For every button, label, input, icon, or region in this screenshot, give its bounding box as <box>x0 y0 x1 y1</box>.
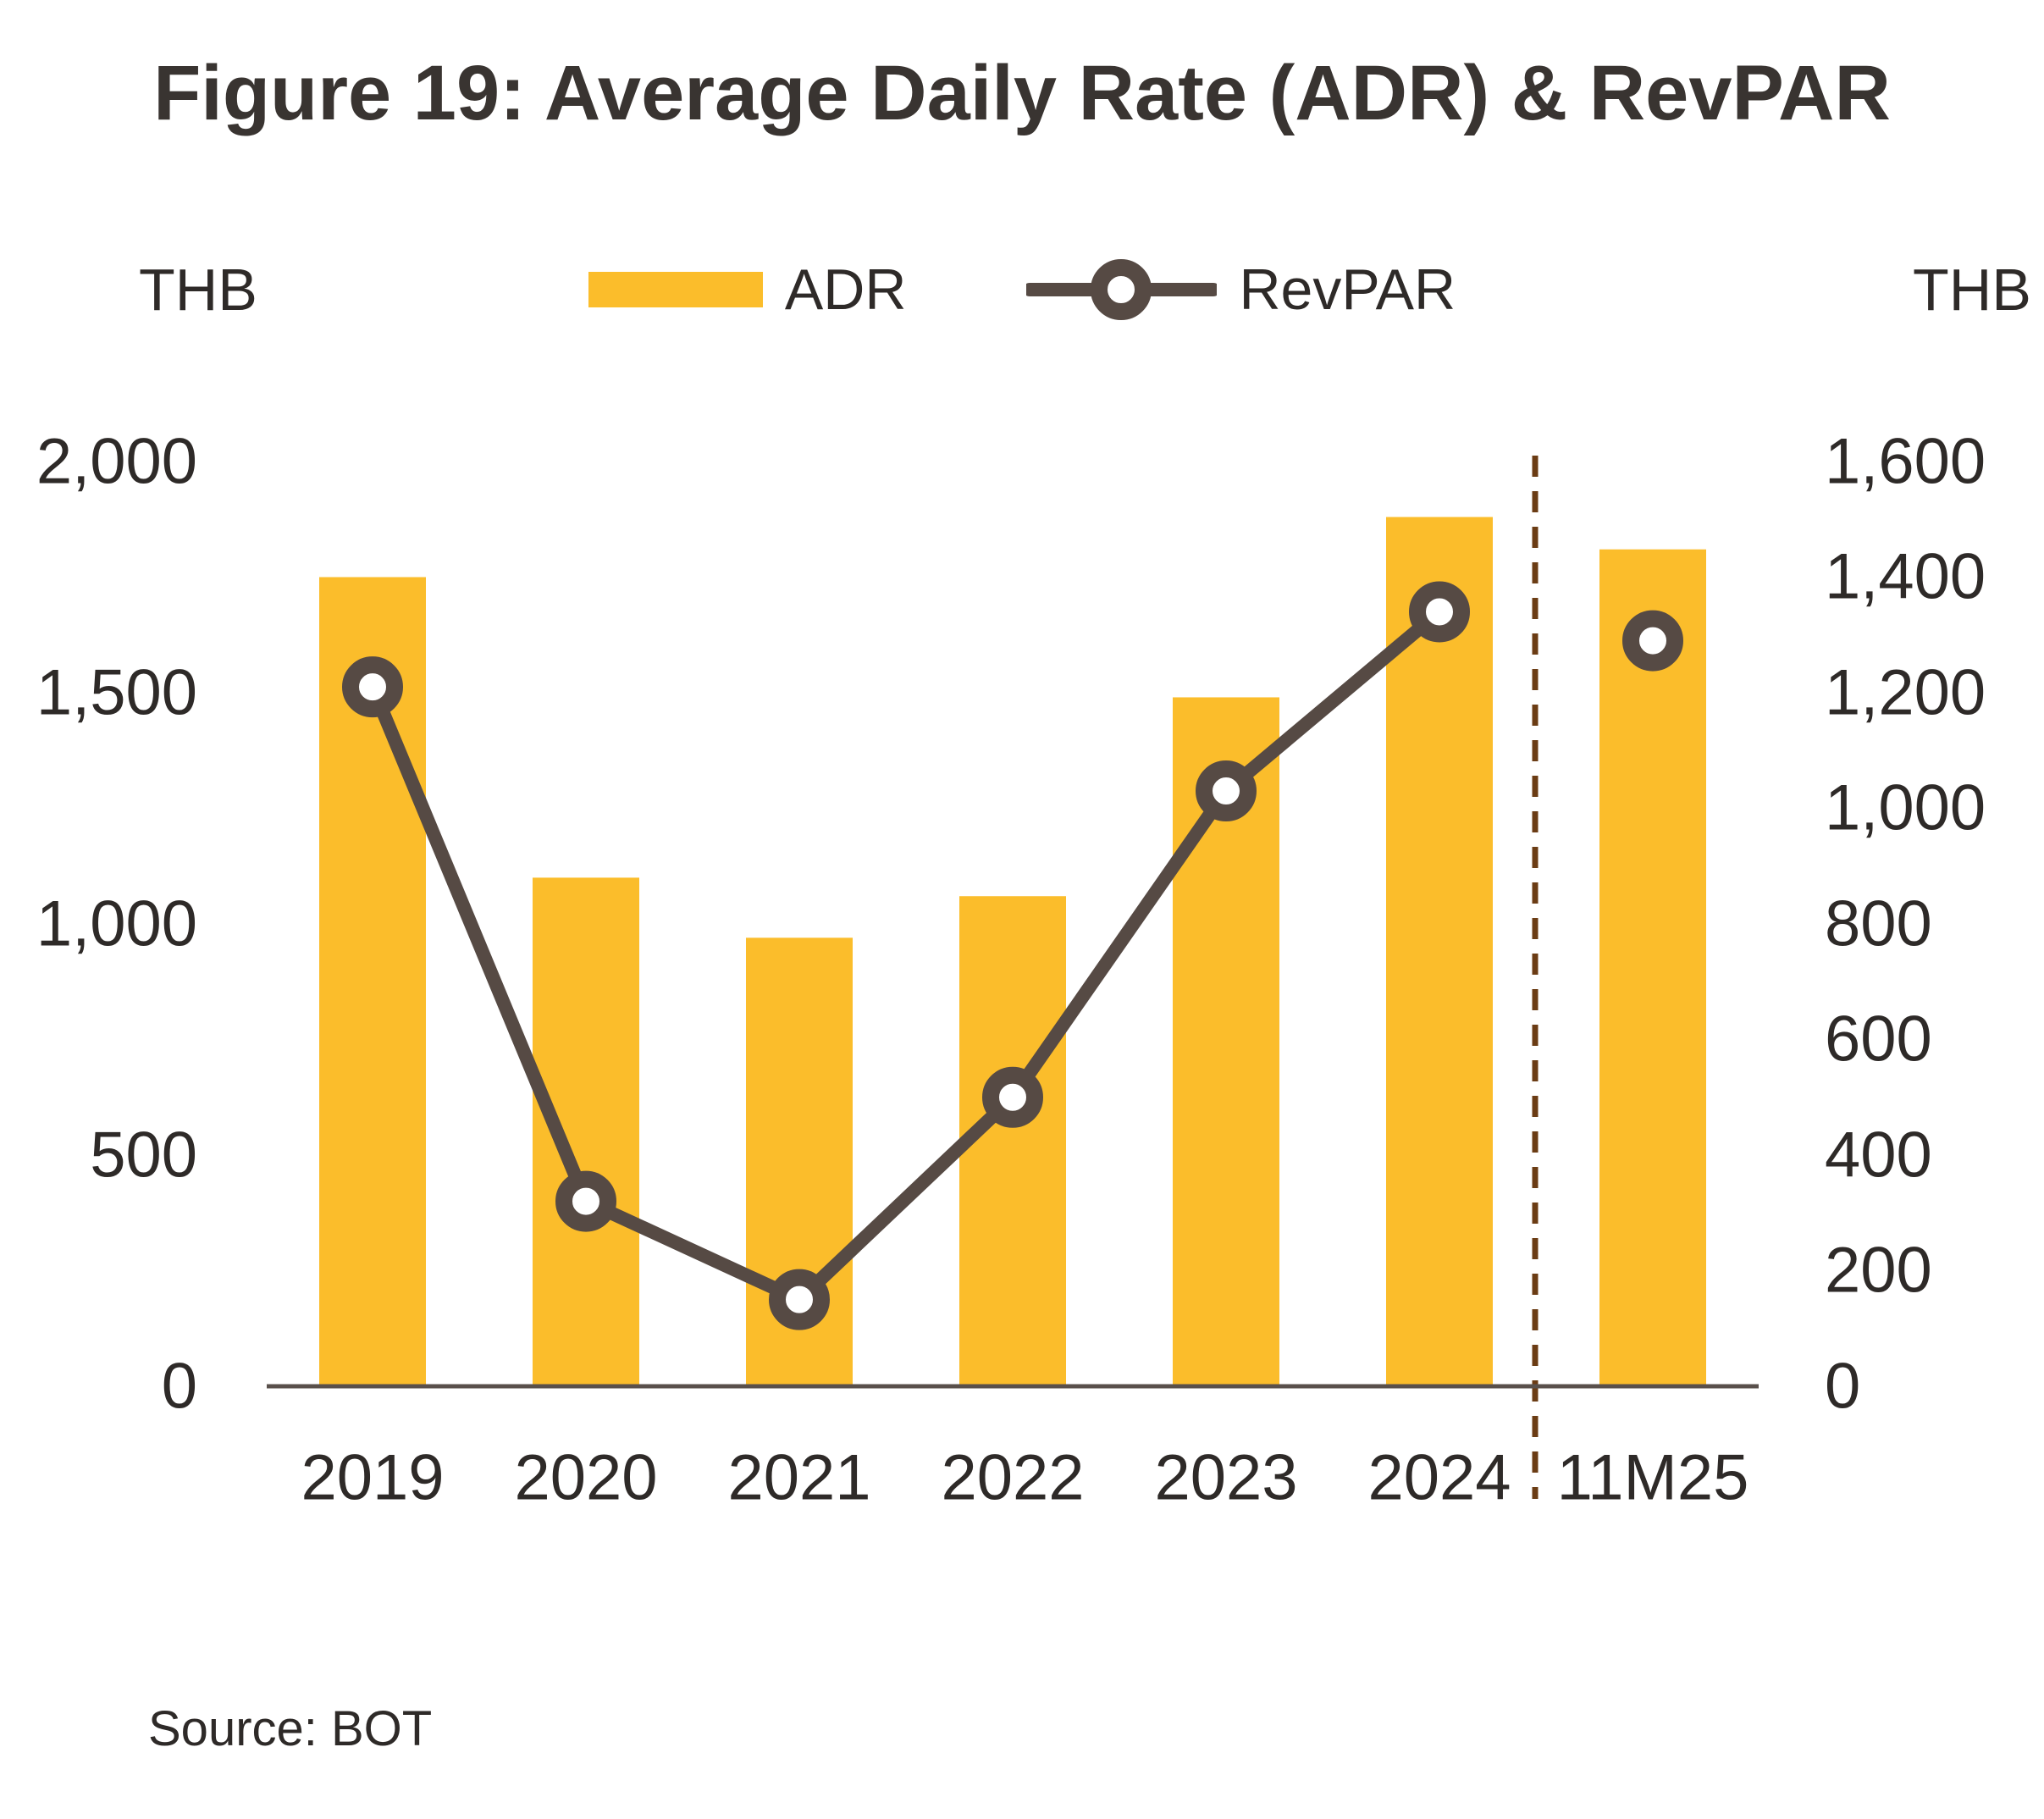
adr-legend-label: ADR <box>784 257 907 322</box>
revpar-marker-2019 <box>342 656 403 718</box>
adr-bar-2022 <box>959 896 1066 1386</box>
source-note: Source: BOT <box>148 1701 433 1756</box>
left-axis-tick: 2,000 <box>36 426 197 498</box>
x-axis-label: 2019 <box>301 1442 444 1514</box>
x-axis-label: 11M25 <box>1557 1442 1749 1514</box>
revpar-marker-11M25 <box>1622 610 1683 672</box>
revpar-markers-layer <box>342 581 1683 1330</box>
page-title: Figure 19: Average Daily Rate (ADR) & Re… <box>153 50 1891 136</box>
revpar-marker-2022 <box>982 1066 1043 1128</box>
right-axis-tick: 400 <box>1825 1120 1932 1191</box>
left-axis-tick: 500 <box>90 1120 197 1191</box>
x-axis-label: 2024 <box>1367 1442 1511 1514</box>
right-axis-tick: 1,000 <box>1825 772 1986 844</box>
right-axis-tick: 1,200 <box>1825 657 1986 729</box>
revpar-legend-label: RevPAR <box>1239 257 1456 322</box>
adr-bars-layer <box>319 517 1706 1386</box>
right-axis-tick: 1,400 <box>1825 541 1986 613</box>
left-axis-tick: 1,500 <box>36 657 197 729</box>
left-axis-tick: 0 <box>162 1351 197 1423</box>
x-axis-label: 2023 <box>1154 1442 1297 1514</box>
revpar-marker-2023 <box>1196 760 1257 822</box>
revpar-marker-2021 <box>769 1269 830 1330</box>
right-axis-unit: THB <box>1913 257 2031 323</box>
revpar-line <box>366 605 1446 1307</box>
adr-bar-2024 <box>1386 517 1493 1386</box>
x-axis-label: 2020 <box>514 1442 657 1514</box>
right-axis-tick: 200 <box>1825 1235 1932 1307</box>
adr-bar-11M25 <box>1599 549 1706 1386</box>
legend: ADR RevPAR <box>0 254 2044 325</box>
right-axis-tick: 800 <box>1825 888 1932 960</box>
right-axis-tick: 600 <box>1825 1003 1932 1075</box>
left-axis-tick: 1,000 <box>36 888 197 960</box>
left-axis-unit: THB <box>139 257 257 323</box>
right-axis-tick: 1,600 <box>1825 426 1986 498</box>
right-axis-tick: 0 <box>1825 1351 1860 1423</box>
adr-legend-swatch <box>588 272 763 307</box>
revpar-legend-marker-icon <box>1026 259 1218 320</box>
revpar-line-layer <box>366 605 1446 1307</box>
x-axis-label: 2022 <box>941 1442 1084 1514</box>
revpar-marker-2020 <box>555 1170 616 1232</box>
revpar-marker-2024 <box>1409 581 1470 643</box>
adr-bar-2020 <box>533 877 639 1386</box>
x-axis-label: 2021 <box>727 1442 870 1514</box>
